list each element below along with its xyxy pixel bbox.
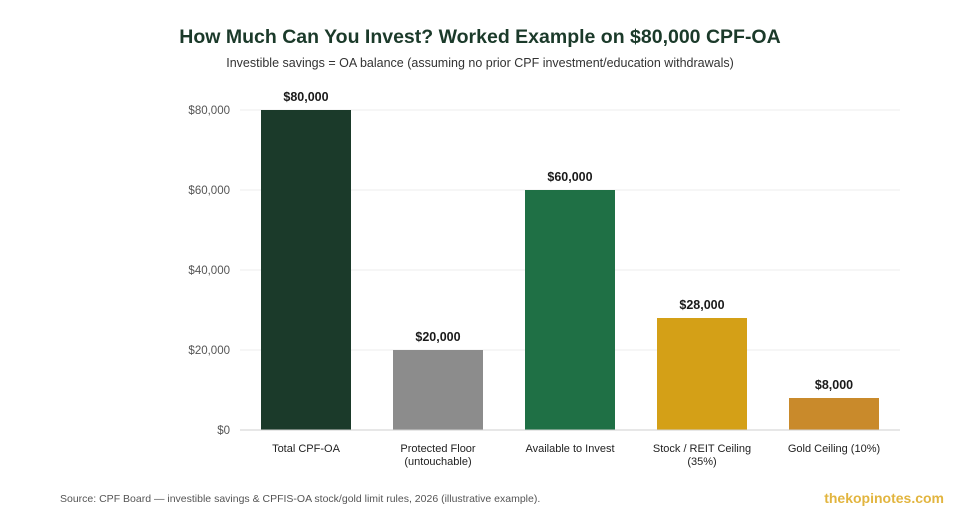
- bar-value-label: $8,000: [815, 378, 853, 392]
- x-tick-label: Total CPF-OA: [272, 443, 341, 455]
- x-tick-label: Gold Ceiling (10%): [788, 443, 880, 455]
- bar-value-label: $28,000: [679, 298, 724, 312]
- bar: [789, 398, 879, 430]
- bar-value-label: $80,000: [283, 90, 328, 104]
- source-note: Source: CPF Board — investible savings &…: [60, 493, 541, 505]
- y-tick-label: $80,000: [188, 105, 230, 117]
- bar: [525, 190, 615, 430]
- x-tick-label: Protected Floor (untouchable): [400, 443, 476, 468]
- y-tick-label: $60,000: [188, 185, 230, 197]
- y-tick-label: $20,000: [188, 345, 230, 357]
- bar-value-label: $60,000: [547, 170, 592, 184]
- chart-subtitle: Investible savings = OA balance (assumin…: [226, 56, 734, 70]
- bar: [393, 350, 483, 430]
- bar: [657, 318, 747, 430]
- bar: [261, 110, 351, 430]
- x-tick-label: Stock / REIT Ceiling (35%): [653, 443, 751, 468]
- bar-value-label: $20,000: [415, 330, 460, 344]
- chart-title: How Much Can You Invest? Worked Example …: [179, 26, 781, 48]
- x-tick-label: Available to Invest: [525, 443, 614, 455]
- y-tick-label: $40,000: [188, 265, 230, 277]
- y-tick-label: $0: [217, 425, 230, 437]
- brand-link[interactable]: thekopinotes.com: [824, 490, 944, 506]
